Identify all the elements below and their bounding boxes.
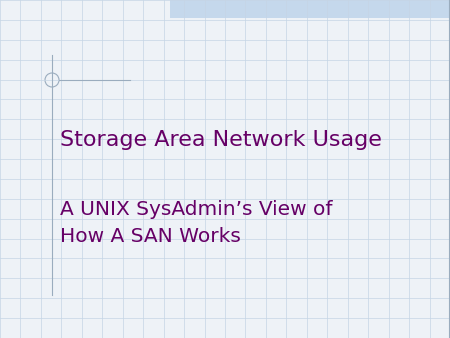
Bar [170,0,450,18]
Text: A UNIX SysAdmin’s View of
How A SAN Works: A UNIX SysAdmin’s View of How A SAN Work… [60,200,333,245]
Text: Storage Area Network Usage: Storage Area Network Usage [60,130,382,150]
